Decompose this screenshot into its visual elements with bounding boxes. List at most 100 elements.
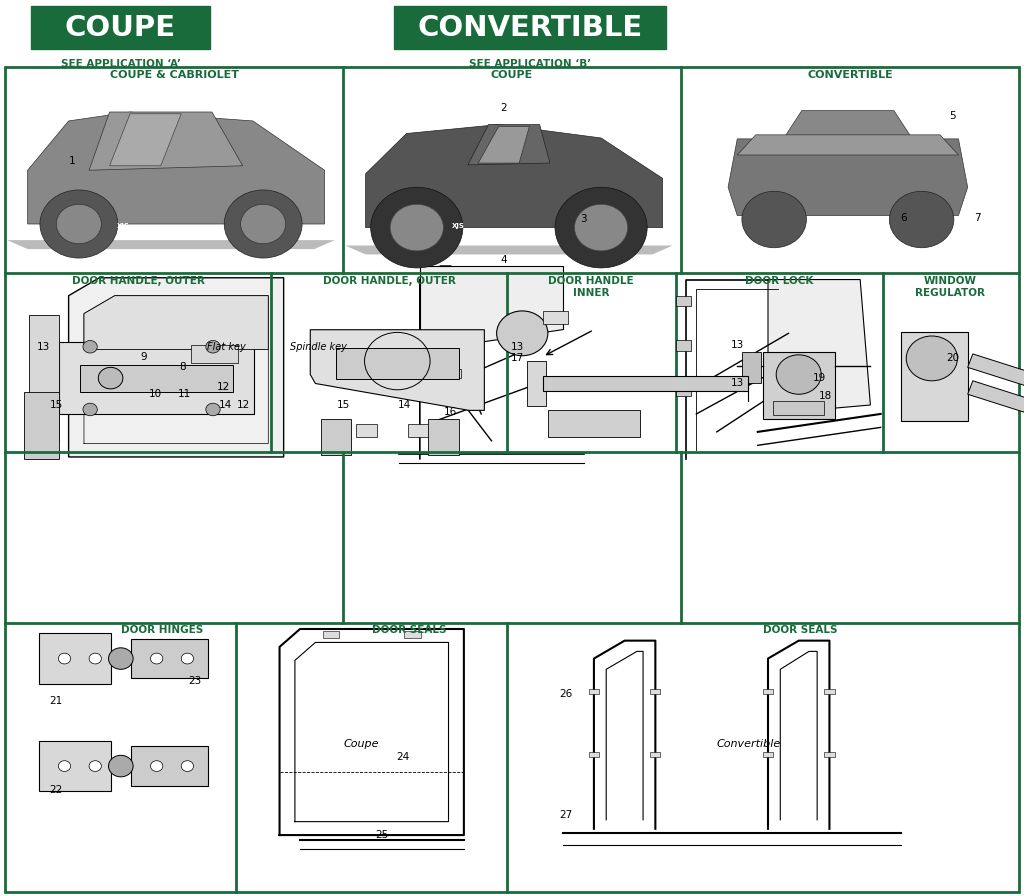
Text: 15: 15 — [337, 400, 349, 410]
Bar — [191, 345, 238, 363]
Bar — [321, 419, 351, 455]
Text: DOOR SEALS: DOOR SEALS — [372, 625, 446, 635]
Bar — [440, 369, 461, 378]
Polygon shape — [728, 139, 968, 215]
Bar — [742, 352, 761, 383]
Polygon shape — [59, 342, 254, 414]
Circle shape — [181, 653, 194, 664]
Bar — [650, 752, 660, 757]
Circle shape — [56, 204, 101, 244]
Text: CONVERTIBLE: CONVERTIBLE — [807, 70, 893, 80]
Text: 2: 2 — [501, 102, 507, 113]
Text: DOOR SEALS: DOOR SEALS — [763, 625, 838, 635]
Text: 27: 27 — [560, 810, 572, 821]
Polygon shape — [768, 280, 870, 414]
Circle shape — [206, 340, 220, 353]
Bar — [824, 689, 835, 694]
Bar — [676, 385, 691, 396]
Polygon shape — [420, 266, 563, 351]
Text: 26: 26 — [560, 689, 572, 700]
Text: 12: 12 — [217, 382, 229, 392]
Polygon shape — [968, 381, 1024, 412]
Polygon shape — [737, 134, 958, 155]
Polygon shape — [110, 114, 181, 166]
Text: 17: 17 — [511, 353, 523, 364]
Text: 20: 20 — [946, 353, 958, 364]
Bar — [404, 631, 421, 638]
Polygon shape — [131, 639, 208, 678]
Text: XJS: XJS — [453, 223, 465, 228]
Text: XJS: XJS — [117, 223, 129, 228]
Circle shape — [574, 204, 628, 251]
Circle shape — [889, 191, 953, 247]
Polygon shape — [968, 354, 1024, 385]
Text: Spindle key: Spindle key — [290, 341, 347, 352]
Polygon shape — [783, 110, 912, 139]
Text: 18: 18 — [819, 391, 831, 401]
Bar — [773, 401, 824, 415]
Text: DOOR HINGES: DOOR HINGES — [121, 625, 203, 635]
Text: 9: 9 — [140, 351, 146, 362]
Polygon shape — [310, 330, 484, 410]
Text: COUPE & CABRIOLET: COUPE & CABRIOLET — [110, 70, 239, 80]
Polygon shape — [69, 278, 284, 457]
Circle shape — [181, 761, 194, 771]
Bar — [24, 392, 59, 459]
Circle shape — [151, 761, 163, 771]
Bar — [394, 6, 666, 49]
Bar — [901, 332, 968, 421]
Polygon shape — [131, 746, 208, 786]
Text: 10: 10 — [150, 389, 162, 400]
Text: 4: 4 — [501, 254, 507, 265]
Bar — [763, 689, 773, 694]
Circle shape — [224, 190, 302, 258]
Text: COUPE: COUPE — [65, 13, 176, 42]
Text: SEE APPLICATION ‘B’: SEE APPLICATION ‘B’ — [469, 59, 592, 69]
Text: 22: 22 — [50, 785, 62, 796]
Bar — [34, 392, 54, 427]
Circle shape — [906, 336, 957, 381]
Circle shape — [206, 403, 220, 416]
Polygon shape — [89, 112, 243, 170]
Text: DOOR LOCK: DOOR LOCK — [745, 276, 813, 286]
Text: 25: 25 — [376, 830, 388, 840]
Circle shape — [109, 755, 133, 777]
Text: 14: 14 — [219, 400, 231, 410]
Text: 23: 23 — [188, 676, 201, 686]
Text: 13: 13 — [511, 341, 523, 352]
Circle shape — [390, 204, 443, 251]
Circle shape — [58, 653, 71, 664]
Bar — [763, 752, 773, 757]
Polygon shape — [366, 125, 663, 228]
Bar — [763, 352, 835, 419]
Text: COUPE: COUPE — [490, 70, 534, 80]
Circle shape — [58, 761, 71, 771]
Circle shape — [741, 191, 807, 247]
Text: 16: 16 — [444, 407, 457, 418]
Text: 5: 5 — [949, 111, 955, 122]
Circle shape — [151, 653, 163, 664]
Text: 12: 12 — [238, 400, 250, 410]
Bar — [31, 6, 210, 49]
Text: CONVERTIBLE: CONVERTIBLE — [418, 13, 642, 42]
Circle shape — [83, 340, 97, 353]
Text: 13: 13 — [731, 378, 743, 389]
Bar — [34, 329, 49, 356]
Polygon shape — [336, 348, 459, 379]
Text: 13: 13 — [731, 340, 743, 350]
Bar — [589, 689, 599, 694]
Text: Convertible: Convertible — [717, 738, 781, 749]
Text: WINDOW
REGULATOR: WINDOW REGULATOR — [915, 276, 985, 297]
Polygon shape — [478, 126, 529, 163]
Polygon shape — [29, 315, 59, 441]
Text: 21: 21 — [50, 695, 62, 706]
Text: Flat key: Flat key — [207, 341, 246, 352]
Circle shape — [109, 648, 133, 669]
Text: 24: 24 — [396, 752, 409, 762]
Circle shape — [89, 761, 101, 771]
Text: 13: 13 — [37, 341, 49, 352]
Circle shape — [497, 311, 548, 356]
Polygon shape — [39, 633, 111, 684]
Bar — [543, 311, 568, 324]
Text: 1: 1 — [69, 156, 75, 167]
